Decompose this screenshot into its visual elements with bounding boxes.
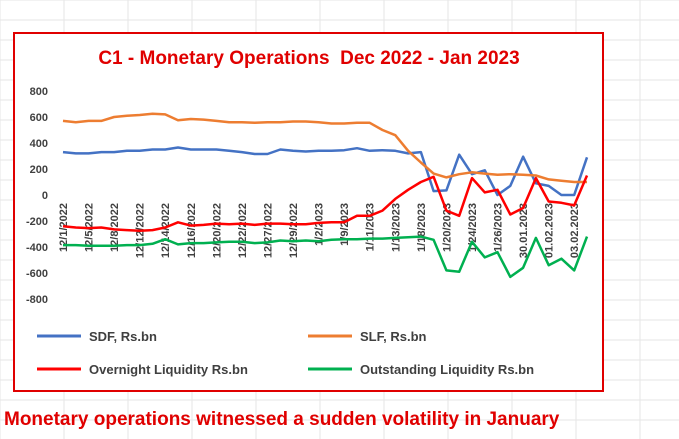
y-tick-label: 200	[30, 164, 48, 176]
y-tick-label: -800	[26, 294, 48, 306]
x-tick-label: 1/20/2023	[441, 203, 453, 252]
chart-legend: SDF, Rs.bn SLF, Rs.bn Overnight Liquidity …	[37, 329, 534, 377]
line-chart: C1 - Monetary Operations Dec 2022 - Jan …	[26, 48, 589, 377]
y-tick-label: 800	[30, 86, 48, 98]
x-tick-label: 1/2/2023	[314, 203, 326, 246]
legend-label: Overnight Liquidity Rs.bn	[89, 362, 248, 377]
chart-frame: C1 - Monetary Operations Dec 2022 - Jan …	[13, 32, 604, 392]
x-tick-label: 12/8/2022	[109, 203, 121, 252]
x-tick-label: 30.01.2023	[518, 203, 530, 258]
x-tick-label: 12/22/2022	[237, 203, 249, 258]
x-tick-label: 03.02.2023	[569, 203, 581, 258]
legend-label: SLF, Rs.bn	[360, 329, 427, 344]
x-tick-label: 1/13/2023	[390, 203, 402, 252]
series-line-slf-rs-bn	[62, 112, 587, 184]
y-tick-label: 0	[42, 190, 48, 202]
legend-label: Outstanding Liquidity Rs.bn	[360, 362, 534, 377]
series-line-sdf-rs-bn	[62, 146, 589, 197]
series-line-outstanding-liquidity-rs-bn	[63, 235, 589, 279]
x-tick-label: 1/24/2023	[467, 203, 479, 252]
chart-series	[62, 112, 589, 279]
x-tick-label: 12/27/2022	[262, 203, 274, 258]
series-line-overnight-liquidity-rs-bn	[62, 175, 589, 233]
x-tick-label: 01.02.2023	[544, 203, 556, 258]
x-tick-label: 12/14/2022	[160, 203, 172, 258]
slide-caption: Monetary operations witnessed a sudden v…	[4, 409, 560, 430]
x-tick-label: 12/16/2022	[186, 203, 198, 258]
x-tick-label: 12/20/2022	[211, 203, 223, 258]
y-tick-label: -200	[26, 216, 48, 228]
x-tick-label: 12/29/2022	[288, 203, 300, 258]
y-tick-label: -400	[26, 242, 48, 254]
chart-title: C1 - Monetary Operations Dec 2022 - Jan …	[98, 48, 519, 69]
y-tick-label: -600	[26, 268, 48, 280]
x-tick-label: 1/18/2023	[416, 203, 428, 252]
y-tick-label: 600	[30, 112, 48, 124]
x-tick-label: 1/26/2023	[493, 203, 505, 252]
y-tick-label: 400	[30, 138, 48, 150]
x-tick-label: 1/9/2023	[339, 203, 351, 246]
x-tick-label: 1/11/2023	[365, 203, 377, 251]
legend-label: SDF, Rs.bn	[89, 329, 157, 344]
